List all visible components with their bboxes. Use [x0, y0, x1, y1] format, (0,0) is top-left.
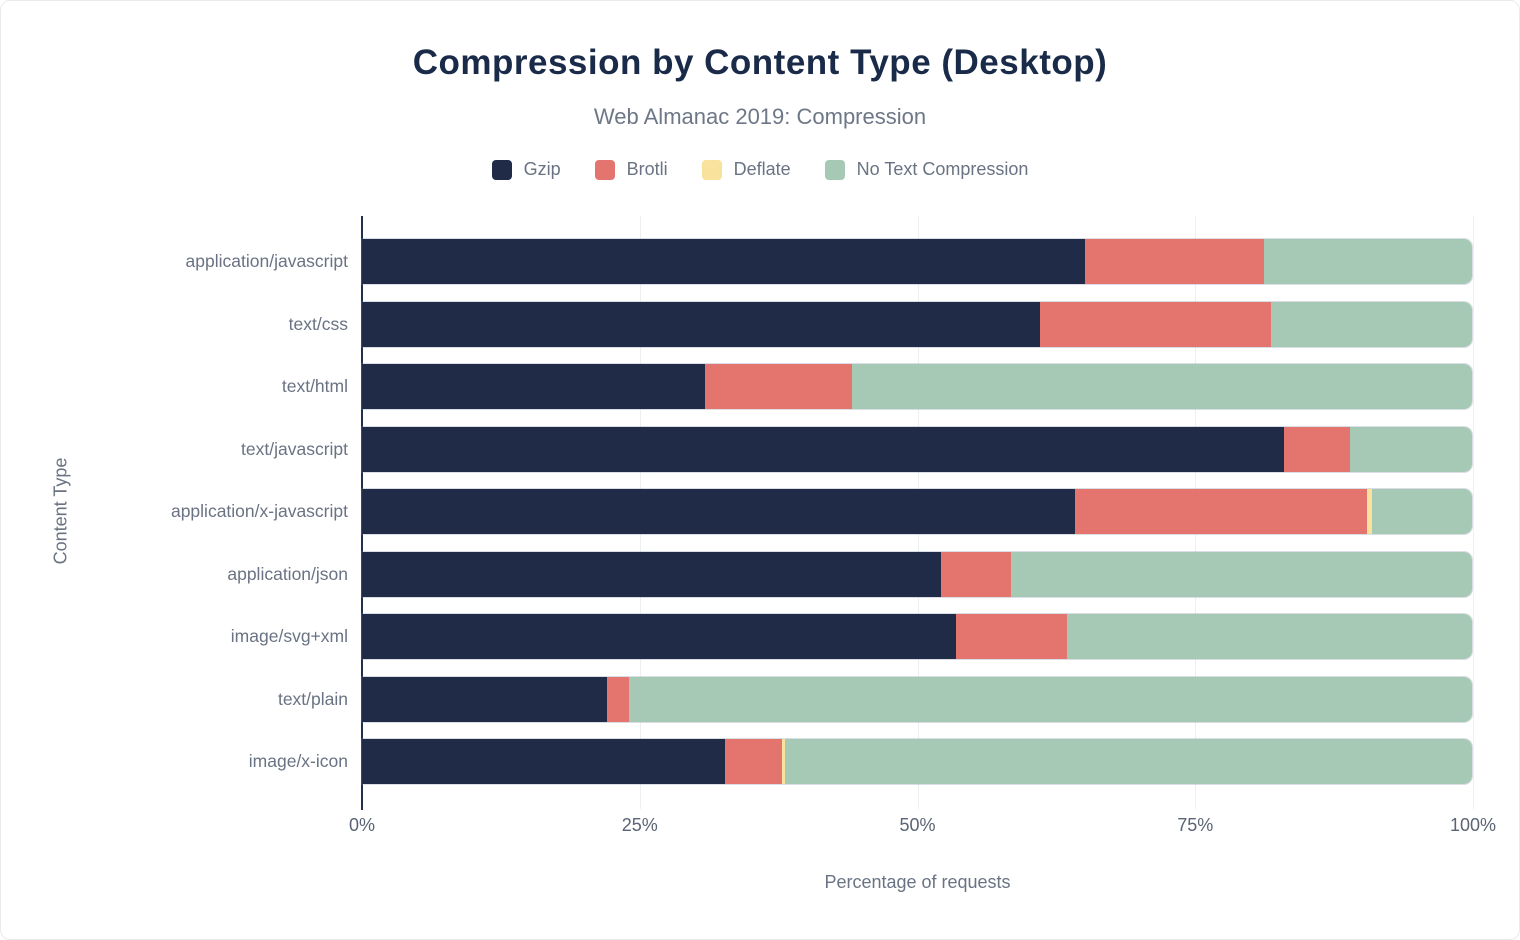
- x-tick-label: 100%: [1449, 815, 1497, 835]
- chart-subtitle: Web Almanac 2019: Compression: [593, 104, 927, 129]
- legend-swatch-icon: [701, 159, 722, 180]
- x-tick-label: 75%: [1177, 815, 1214, 835]
- bar-segment-gzip[interactable]: [362, 489, 1075, 534]
- category-label: application/x-javascript: [170, 501, 348, 521]
- legend-label: No Text Compression: [856, 159, 1029, 179]
- category-label: text/plain: [277, 688, 348, 709]
- bar-row: image/x-icon: [1, 739, 1519, 784]
- bar-segment-gzip[interactable]: [362, 239, 1085, 284]
- legend-swatch-icon: [824, 159, 845, 180]
- bar-segment-gzip[interactable]: [362, 364, 705, 409]
- category-label: application/javascript: [185, 251, 348, 271]
- bar-track-image-svg-xml: [362, 614, 1472, 659]
- bar-segment-brotli[interactable]: [1084, 239, 1265, 284]
- legend-label: Deflate: [733, 159, 791, 179]
- bar-segment-no-text-compression[interactable]: [629, 676, 1472, 722]
- chart-title: Compression by Content Type (Desktop): [412, 43, 1108, 82]
- bar-segment-brotli[interactable]: [941, 551, 1012, 597]
- bar-track-text-html: [362, 364, 1472, 409]
- legend: Gzip Brotli Deflate No Text Compression: [1, 159, 1519, 180]
- bar-segment-no-text-compression[interactable]: [851, 364, 1472, 409]
- bar-segment-no-text-compression[interactable]: [1264, 239, 1472, 284]
- bar-segment-no-text-compression[interactable]: [1271, 301, 1472, 347]
- bar-track-image-x-icon: [362, 739, 1472, 784]
- bar-segment-deflate[interactable]: [781, 739, 785, 784]
- legend-item-brotli: Brotli: [594, 159, 668, 180]
- bar-segment-gzip[interactable]: [362, 739, 725, 784]
- category-label: image/svg+xml: [230, 626, 348, 646]
- bar-row: text/javascript: [1, 426, 1519, 472]
- category-label: image/x-icon: [248, 751, 348, 771]
- x-tick-label: 50%: [899, 815, 936, 835]
- bar-row: text/html: [1, 364, 1519, 409]
- legend-swatch-icon: [594, 159, 615, 180]
- bar-segment-gzip[interactable]: [362, 426, 1285, 472]
- bar-segment-no-text-compression[interactable]: [1066, 614, 1472, 659]
- bar-segment-no-text-compression[interactable]: [784, 739, 1472, 784]
- x-axis-title: Percentage of requests: [824, 872, 1011, 892]
- bar-track-text-javascript: [362, 426, 1472, 472]
- bar-segment-no-text-compression[interactable]: [1372, 489, 1472, 534]
- bar-segment-no-text-compression[interactable]: [1349, 426, 1472, 472]
- plot-area: application/javascript text/css text/html t…: [1, 216, 1519, 906]
- bar-segment-brotli[interactable]: [724, 739, 782, 784]
- category-label: application/json: [227, 563, 348, 584]
- category-label: text/html: [281, 376, 348, 396]
- bar-segment-brotli[interactable]: [1040, 301, 1272, 347]
- bar-track-text-css: [362, 301, 1472, 347]
- x-tick-label: 25%: [621, 815, 658, 835]
- legend-item-deflate: Deflate: [701, 159, 791, 180]
- bar-segment-gzip[interactable]: [362, 301, 1041, 347]
- y-axis-title: Content Type: [50, 457, 71, 565]
- bar-row: application/json: [1, 551, 1519, 597]
- bar-track-application-javascript: [362, 239, 1472, 284]
- bar-segment-no-text-compression[interactable]: [1011, 551, 1472, 597]
- category-label: text/css: [288, 313, 348, 334]
- bar-segment-deflate[interactable]: [1366, 489, 1373, 534]
- gridline-100: [1473, 216, 1474, 809]
- bar-segment-gzip[interactable]: [362, 614, 956, 659]
- bar-row: text/plain: [1, 676, 1519, 722]
- bar-segment-brotli[interactable]: [955, 614, 1067, 659]
- bar-segment-brotli[interactable]: [1284, 426, 1350, 472]
- bar-row: image/svg+xml: [1, 614, 1519, 659]
- bar-row: application/javascript: [1, 239, 1519, 284]
- bar-row: text/css: [1, 301, 1519, 347]
- legend-label: Brotli: [626, 159, 668, 179]
- legend-label: Gzip: [523, 159, 561, 179]
- x-tick-label: 0%: [348, 815, 376, 835]
- legend-swatch-icon: [491, 159, 512, 180]
- bar-segment-brotli[interactable]: [607, 676, 630, 722]
- legend-item-gzip: Gzip: [491, 159, 561, 180]
- bar-segment-gzip[interactable]: [362, 551, 942, 597]
- bar-track-text-plain: [362, 676, 1472, 722]
- bar-segment-brotli[interactable]: [1074, 489, 1367, 534]
- category-label: text/javascript: [241, 438, 348, 459]
- bar-track-application-json: [362, 551, 1472, 597]
- bar-row: application/x-javascript: [1, 489, 1519, 534]
- bar-segment-brotli[interactable]: [704, 364, 852, 409]
- bar-segment-gzip[interactable]: [362, 676, 608, 722]
- bar-track-application-x-javascript: [362, 489, 1472, 534]
- legend-item-no-text-compression: No Text Compression: [824, 159, 1029, 180]
